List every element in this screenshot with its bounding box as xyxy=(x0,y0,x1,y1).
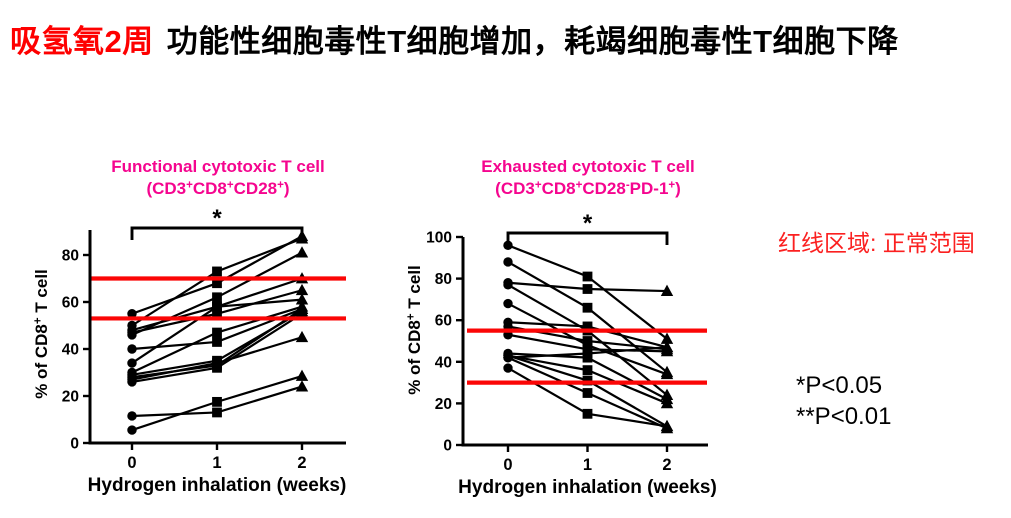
significance-bracket xyxy=(130,226,304,240)
x-tick-label: 2 xyxy=(662,456,671,474)
week1-square-marker xyxy=(582,302,593,313)
chart-title: Exhausted cytotoxic T cell xyxy=(481,157,695,176)
x-tick-label: 0 xyxy=(503,456,512,474)
chart-subtitle: (CD3+CD8+CD28-PD-1+) xyxy=(495,179,681,198)
functional-t-cell-chart: 0 20 40 60 80 0 1 2 * Functional cytotoxic T cell… xyxy=(32,157,346,496)
week1-square-marker xyxy=(212,301,222,312)
week0-circle-marker xyxy=(127,330,137,340)
significance-asterisk: * xyxy=(212,205,222,232)
week0-circle-marker xyxy=(127,358,137,368)
y-axis-label: % of CD8+ T cell xyxy=(32,269,51,399)
page-title-rest: 功能性细胞毒性T细胞增加，耗竭细胞毒性T细胞下降 xyxy=(166,24,899,59)
week1-square-marker xyxy=(582,321,593,332)
week1-square-marker xyxy=(212,308,222,319)
week1-square-marker xyxy=(582,388,593,398)
week2-triangle-marker xyxy=(660,284,674,296)
week2-triangle-marker xyxy=(660,367,674,380)
chart-title: Functional cytotoxic T cell xyxy=(111,157,324,176)
week0-circle-marker xyxy=(503,280,513,290)
p-value-001: **P<0.01 xyxy=(796,403,892,430)
week0-circle-marker xyxy=(127,377,137,387)
x-tick-label: 1 xyxy=(212,454,221,472)
week2-triangle-marker xyxy=(295,307,309,319)
week1-square-marker xyxy=(582,336,593,346)
week1-square-marker xyxy=(212,327,222,338)
y-tick-label: 0 xyxy=(70,436,79,453)
x-tick-label: 2 xyxy=(297,454,306,472)
exhausted-t-cell-chart: 0 20 40 60 80 100 0 1 2 * Exhausted cytotoxic T ce… xyxy=(405,157,717,498)
week1-square-marker xyxy=(582,348,593,359)
x-tick-label: 0 xyxy=(127,454,136,472)
week2-triangle-marker xyxy=(295,293,309,305)
week2-triangle-marker xyxy=(660,332,674,344)
week0-circle-marker xyxy=(127,411,137,421)
week1-square-marker xyxy=(212,407,222,418)
page-title: 吸氢氧2周 功能性细胞毒性T细胞增加，耗竭细胞毒性T细胞下降 xyxy=(10,16,899,61)
week2-triangle-marker xyxy=(660,419,674,432)
week2-triangle-marker xyxy=(660,397,674,409)
normal-range-note: 红线区域: 正常范围 xyxy=(778,230,975,256)
week0-circle-marker xyxy=(503,257,513,267)
x-axis-label: Hydrogen inhalation (weeks) xyxy=(458,477,717,498)
week0-circle-marker xyxy=(503,298,513,309)
week0-circle-marker xyxy=(503,240,513,251)
week2-triangle-marker xyxy=(295,283,309,296)
week0-circle-marker xyxy=(127,344,137,354)
significance-bracket xyxy=(506,231,669,245)
y-tick-label: 0 xyxy=(443,438,452,455)
week1-square-marker xyxy=(212,278,222,289)
page-title-highlight: 吸氢氧2周 xyxy=(10,24,154,59)
y-tick-label: 80 xyxy=(62,248,79,265)
y-axis-label: % of CD8+ T cell xyxy=(405,265,424,395)
week0-circle-marker xyxy=(503,363,513,373)
week2-triangle-marker xyxy=(295,380,309,392)
x-tick-label: 1 xyxy=(583,456,592,474)
p-value-legend: *P<0.05 **P<0.01 xyxy=(796,370,891,432)
y-tick-label: 20 xyxy=(435,396,452,413)
week2-triangle-marker xyxy=(295,369,309,381)
y-tick-label: 60 xyxy=(435,313,452,330)
week1-square-marker xyxy=(212,292,222,303)
week0-circle-marker xyxy=(127,425,137,435)
week2-triangle-marker xyxy=(295,246,309,258)
significance-asterisk: * xyxy=(583,210,593,237)
p-value-005: *P<0.05 xyxy=(796,372,883,399)
y-tick-label: 100 xyxy=(426,230,452,247)
week1-square-marker xyxy=(582,408,593,419)
week1-square-marker xyxy=(212,266,222,277)
x-axis-label: Hydrogen inhalation (weeks) xyxy=(88,475,347,496)
week2-triangle-marker xyxy=(660,340,674,353)
week1-square-marker xyxy=(582,284,593,294)
week1-square-marker xyxy=(212,362,222,373)
chart-subtitle: (CD3+CD8+CD28+) xyxy=(146,179,289,198)
week1-square-marker xyxy=(212,337,222,347)
week0-circle-marker xyxy=(503,352,513,363)
y-tick-label: 40 xyxy=(435,354,452,371)
week0-circle-marker xyxy=(127,309,137,319)
y-tick-label: 60 xyxy=(62,295,79,312)
week2-triangle-marker xyxy=(295,330,309,343)
week1-square-marker xyxy=(212,396,222,407)
y-tick-label: 20 xyxy=(62,389,79,406)
y-tick-label: 40 xyxy=(62,342,79,359)
week1-square-marker xyxy=(582,271,593,282)
y-tick-label: 80 xyxy=(435,271,452,288)
week1-square-marker xyxy=(582,365,593,376)
